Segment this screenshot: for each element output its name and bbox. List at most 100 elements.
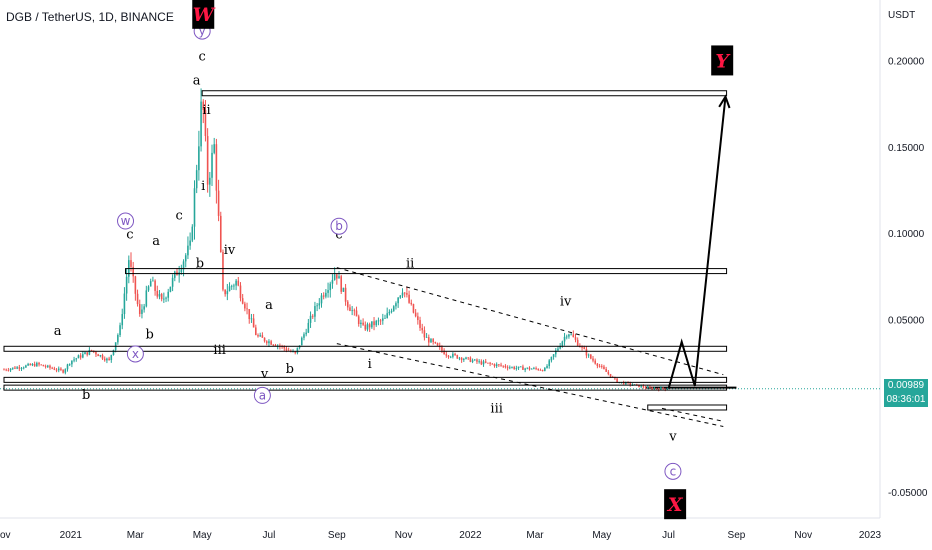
candle-body (594, 360, 597, 364)
circled-wave-label: a (259, 388, 266, 402)
candle-body (382, 318, 384, 321)
time-tick-label: Nov (794, 530, 812, 541)
candle-body (202, 101, 205, 110)
candle-body (156, 290, 159, 297)
wave-badge-label: Y (715, 50, 731, 72)
candle-body (585, 349, 588, 356)
candle-body (395, 303, 397, 307)
wave-badge-box (192, 0, 215, 29)
wave-label: b (286, 362, 294, 377)
candle-body (90, 349, 93, 351)
projection-path (667, 94, 731, 389)
level-support-upper (3, 376, 728, 383)
candle-body (480, 361, 483, 365)
candle-body (559, 346, 561, 349)
candle-body (484, 361, 487, 363)
candle-body (250, 318, 253, 320)
candle-body (119, 325, 121, 336)
candle-body (182, 261, 185, 270)
wave-label: c (335, 227, 342, 242)
candle-body (572, 334, 575, 338)
candle-body (600, 366, 603, 368)
circled-wave-label: x (132, 347, 139, 361)
candle-body (99, 355, 102, 357)
candle-body (447, 355, 450, 357)
wave-label: c (176, 208, 183, 223)
candle-body (642, 385, 645, 388)
candle-body (62, 369, 64, 373)
candle-body (44, 366, 47, 368)
candle-body (371, 321, 373, 328)
candle-body (465, 357, 467, 360)
candle-body (233, 285, 235, 287)
candle-body (548, 360, 551, 366)
candle-body (160, 294, 163, 300)
candle-body (68, 364, 71, 366)
channel-lower (661, 407, 724, 422)
wave-label: v (260, 367, 269, 382)
candle-body (255, 327, 257, 336)
level-resistance-mid (3, 345, 728, 352)
candle-body (9, 368, 12, 371)
wave-circle (126, 345, 144, 363)
candle-body (320, 295, 323, 304)
candle-body (86, 352, 89, 355)
candle-body (487, 362, 489, 364)
trend-channel (336, 267, 724, 427)
candle-body (331, 279, 334, 284)
candle-body (509, 367, 511, 369)
level-resistance-top (201, 90, 728, 97)
candle-body (224, 289, 226, 295)
candle-body (544, 368, 546, 371)
price-tick-label: 0.10000 (888, 229, 925, 240)
candle-body (653, 388, 656, 390)
candle-body (296, 347, 299, 353)
candle-body (515, 368, 518, 369)
candle-body (36, 362, 38, 367)
candle-body (274, 345, 277, 347)
time-tick-label: Jul (662, 530, 675, 541)
candle-body (655, 388, 658, 390)
candle-body (368, 324, 371, 328)
candle-body (209, 177, 211, 185)
candle-body (498, 364, 500, 366)
candle-body (244, 303, 246, 309)
candle-body (410, 302, 413, 305)
wave-label: c (126, 227, 133, 242)
candle-body (132, 266, 134, 277)
candle-body (587, 354, 590, 356)
candle-body (583, 347, 586, 350)
wave-badge-box (711, 45, 734, 76)
candle-body (198, 146, 200, 171)
candle-body (305, 332, 307, 335)
time-tick-label: Mar (526, 530, 544, 541)
candle-body (541, 370, 544, 371)
candle-body (491, 363, 494, 365)
currency-label: USDT (888, 10, 916, 21)
candle-body (228, 286, 231, 292)
candle-body (460, 357, 463, 361)
candle-body (60, 368, 62, 370)
candle-body (436, 343, 439, 346)
candle-body (524, 368, 526, 370)
wave-label: iv (560, 295, 572, 310)
candle-body (235, 280, 237, 286)
candle-body (454, 353, 456, 356)
candle-body (596, 363, 599, 366)
candle-body (561, 341, 564, 347)
candle-body (390, 310, 393, 312)
candle-body (239, 285, 242, 299)
candle-body (206, 136, 209, 185)
candle-body (279, 345, 281, 347)
candle-body (143, 306, 145, 310)
candle-body (77, 355, 80, 359)
candle-body (204, 109, 207, 137)
candle-body (303, 334, 305, 338)
candle-body (478, 361, 480, 363)
candle-body (609, 373, 612, 377)
circled-wave-label: b (335, 219, 343, 233)
candle-body (662, 387, 664, 389)
candle-body (649, 386, 651, 388)
candle-body (213, 144, 216, 153)
